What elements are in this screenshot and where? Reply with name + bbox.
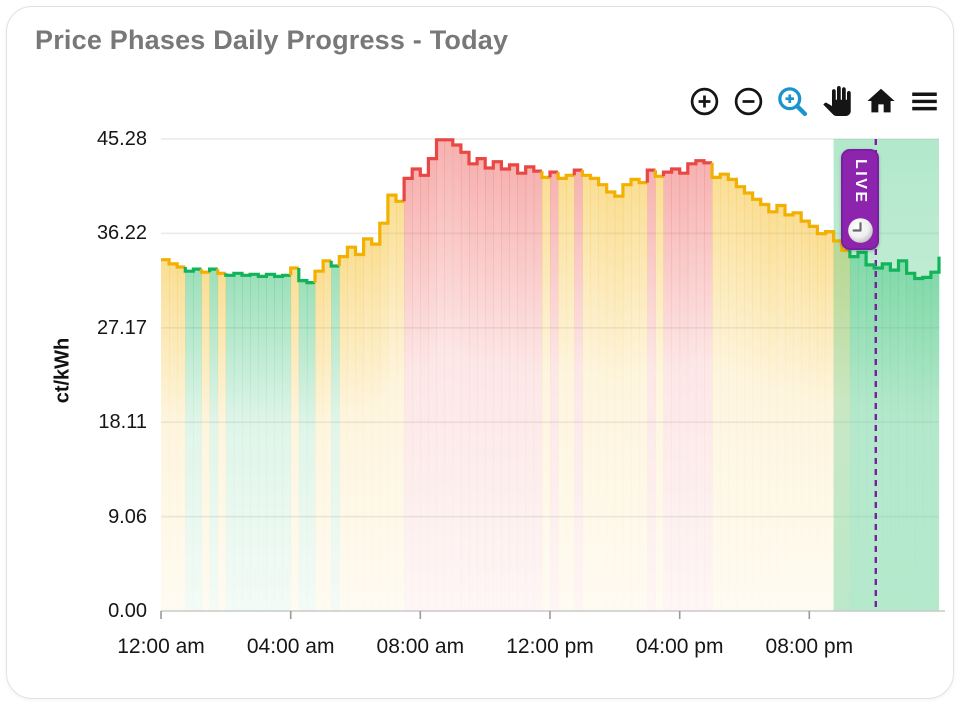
box-zoom-button[interactable] [776,84,809,118]
y-tick-label: 0.00 [108,600,147,622]
circle-plus-icon [690,87,719,115]
y-tick-label: 9.06 [108,505,147,528]
x-tick-label: 12:00 pm [506,635,594,658]
x-tick-label: 04:00 pm [635,635,724,658]
zoom-in-button[interactable] [688,84,721,118]
x-tick-label: 08:00 am [376,635,465,658]
x-tick-label: 04:00 am [246,635,335,658]
y-tick-label: 27.17 [96,316,147,339]
price-chart[interactable] [7,7,953,698]
live-badge-label: LIVE [852,159,869,205]
clock-icon [847,218,873,243]
hand-icon [822,86,851,116]
home-icon [866,88,895,113]
menu-button[interactable] [908,84,941,118]
x-tick-label: 08:00 pm [765,635,854,658]
zoom-out-button[interactable] [732,84,765,118]
live-badge: LIVE [841,149,879,250]
chart-card: Price Phases Daily Progress - Today [6,6,954,699]
chart-toolbar [688,84,941,118]
hamburger-icon [912,91,937,110]
y-tick-label: 45.28 [96,128,147,150]
x-tick-label: 12:00 am [117,635,205,658]
home-button[interactable] [864,84,897,118]
chart-title: Price Phases Daily Progress - Today [35,25,509,55]
circle-minus-icon [734,87,763,115]
y-tick-label: 18.11 [98,411,147,434]
pan-button[interactable] [820,84,853,118]
y-tick-label: 36.22 [96,222,147,245]
magnifier-plus-icon [778,86,808,116]
